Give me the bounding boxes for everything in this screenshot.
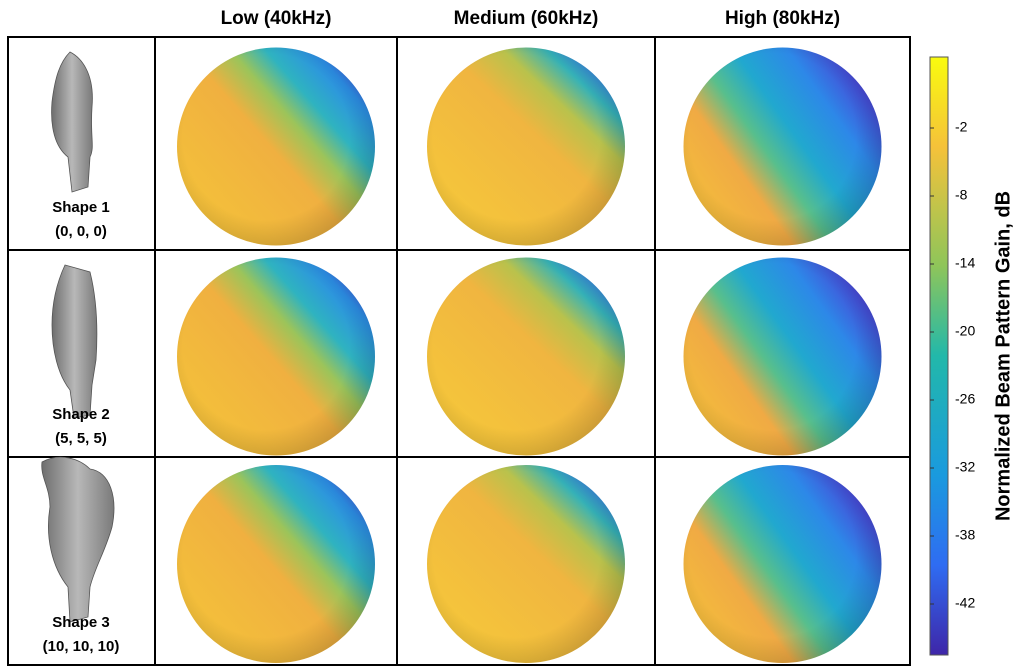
colorbar-tick-label: -8	[955, 187, 968, 203]
ear-shape	[52, 265, 97, 418]
column-header: High (80kHz)	[725, 8, 840, 29]
colorbar-tick-label: -26	[955, 391, 975, 407]
sphere-shading	[684, 258, 882, 456]
shape-params: (10, 10, 10)	[43, 638, 120, 655]
sphere-shading	[427, 48, 625, 246]
ear-shape	[52, 52, 93, 192]
shape-name: Shape 1	[52, 199, 110, 216]
colorbar-tick-label: -14	[955, 255, 975, 271]
column-header: Low (40kHz)	[221, 8, 332, 29]
ear-shape	[42, 457, 114, 622]
sphere-shading	[177, 258, 375, 456]
sphere-shading	[684, 48, 882, 246]
shape-name: Shape 3	[52, 614, 110, 631]
colorbar-tick-label: -38	[955, 527, 975, 543]
sphere-shading	[427, 258, 625, 456]
shape-params: (0, 0, 0)	[55, 223, 107, 240]
column-header: Medium (60kHz)	[454, 8, 599, 29]
shape-name: Shape 2	[52, 406, 110, 423]
shape-params: (5, 5, 5)	[55, 430, 107, 447]
colorbar-tick-label: -20	[955, 323, 975, 339]
colorbar-tick-label: -32	[955, 459, 975, 475]
colorbar	[930, 57, 948, 655]
figure: Normalized Beam Pattern Gain, dB Low (40…	[0, 0, 1021, 667]
sphere-shading	[684, 465, 882, 663]
colorbar-tick-label: -2	[955, 119, 968, 135]
sphere-shading	[427, 465, 625, 663]
colorbar-tick-label: -42	[955, 595, 975, 611]
colorbar-label: Normalized Beam Pattern Gain, dB	[992, 191, 1014, 521]
sphere-shading	[177, 48, 375, 246]
sphere-shading	[177, 465, 375, 663]
